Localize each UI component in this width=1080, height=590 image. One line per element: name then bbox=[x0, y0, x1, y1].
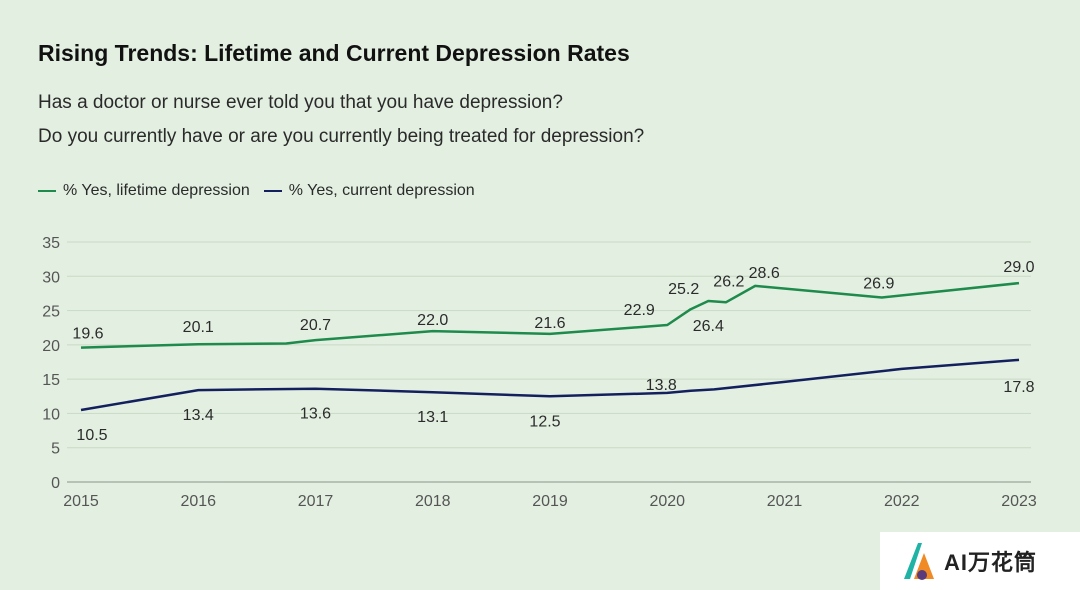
data-label-lifetime: 22.9 bbox=[624, 302, 655, 319]
data-label-lifetime: 25.2 bbox=[668, 281, 699, 298]
data-label-lifetime: 28.6 bbox=[749, 265, 780, 282]
data-label-lifetime: 26.9 bbox=[863, 276, 894, 293]
data-label-lifetime: 26.4 bbox=[693, 318, 724, 335]
chart-subtitle-lifetime: Has a doctor or nurse ever told you that… bbox=[38, 92, 563, 113]
data-label-lifetime: 20.7 bbox=[300, 317, 331, 334]
x-tick-label: 2022 bbox=[884, 493, 920, 510]
x-tick-label: 2020 bbox=[649, 493, 685, 510]
legend-item-current: % Yes, current depression bbox=[263, 182, 475, 200]
legend-item-lifetime: % Yes, lifetime depression bbox=[38, 182, 250, 200]
legend-swatch-lifetime bbox=[38, 190, 56, 192]
x-tick-label: 2018 bbox=[415, 493, 451, 510]
y-tick-label: 10 bbox=[42, 406, 60, 423]
x-tick-label: 2021 bbox=[767, 493, 803, 510]
chart-legend: % Yes, lifetime depression % Yes, curren… bbox=[38, 182, 489, 200]
data-label-lifetime: 22.0 bbox=[417, 312, 448, 329]
watermark-text: AI万花筒 bbox=[944, 550, 1038, 575]
chart-subtitle-current: Do you currently have or are you current… bbox=[38, 126, 645, 147]
x-tick-label: 2017 bbox=[298, 493, 334, 510]
data-label-lifetime: 21.6 bbox=[534, 315, 565, 332]
series-line-current bbox=[80, 358, 1020, 412]
data-label-current: 17.8 bbox=[1003, 379, 1034, 396]
data-label-current: 13.8 bbox=[646, 377, 677, 394]
data-label-lifetime: 19.6 bbox=[72, 326, 103, 343]
data-label-lifetime: 20.1 bbox=[183, 319, 214, 336]
data-label-lifetime: 26.2 bbox=[713, 273, 744, 290]
y-tick-label: 20 bbox=[42, 338, 60, 355]
series-line-lifetime bbox=[80, 281, 1020, 349]
data-label-current: 12.5 bbox=[529, 413, 560, 430]
y-tick-label: 35 bbox=[42, 235, 60, 252]
data-label-current: 13.4 bbox=[183, 407, 214, 424]
watermark: AI万花筒 bbox=[880, 532, 1080, 590]
y-tick-label: 5 bbox=[51, 441, 60, 458]
x-tick-label: 2019 bbox=[532, 493, 568, 510]
x-tick-label: 2016 bbox=[180, 493, 216, 510]
y-tick-label: 15 bbox=[42, 372, 60, 389]
data-label-current: 13.1 bbox=[417, 409, 448, 426]
data-label-current: 10.5 bbox=[76, 427, 107, 444]
y-tick-label: 0 bbox=[51, 475, 60, 492]
legend-label-current: % Yes, current depression bbox=[288, 182, 475, 199]
legend-label-lifetime: % Yes, lifetime depression bbox=[63, 182, 250, 199]
chart-title: Rising Trends: Lifetime and Current Depr… bbox=[38, 40, 630, 66]
data-label-current: 13.6 bbox=[300, 406, 331, 423]
data-label-lifetime: 29.0 bbox=[1003, 259, 1034, 276]
legend-swatch-current bbox=[263, 190, 282, 192]
y-tick-label: 30 bbox=[42, 269, 60, 286]
x-tick-label: 2015 bbox=[63, 493, 99, 510]
x-tick-label: 2023 bbox=[1001, 493, 1037, 510]
y-tick-label: 25 bbox=[42, 304, 60, 321]
watermark-logo-icon bbox=[904, 543, 934, 580]
